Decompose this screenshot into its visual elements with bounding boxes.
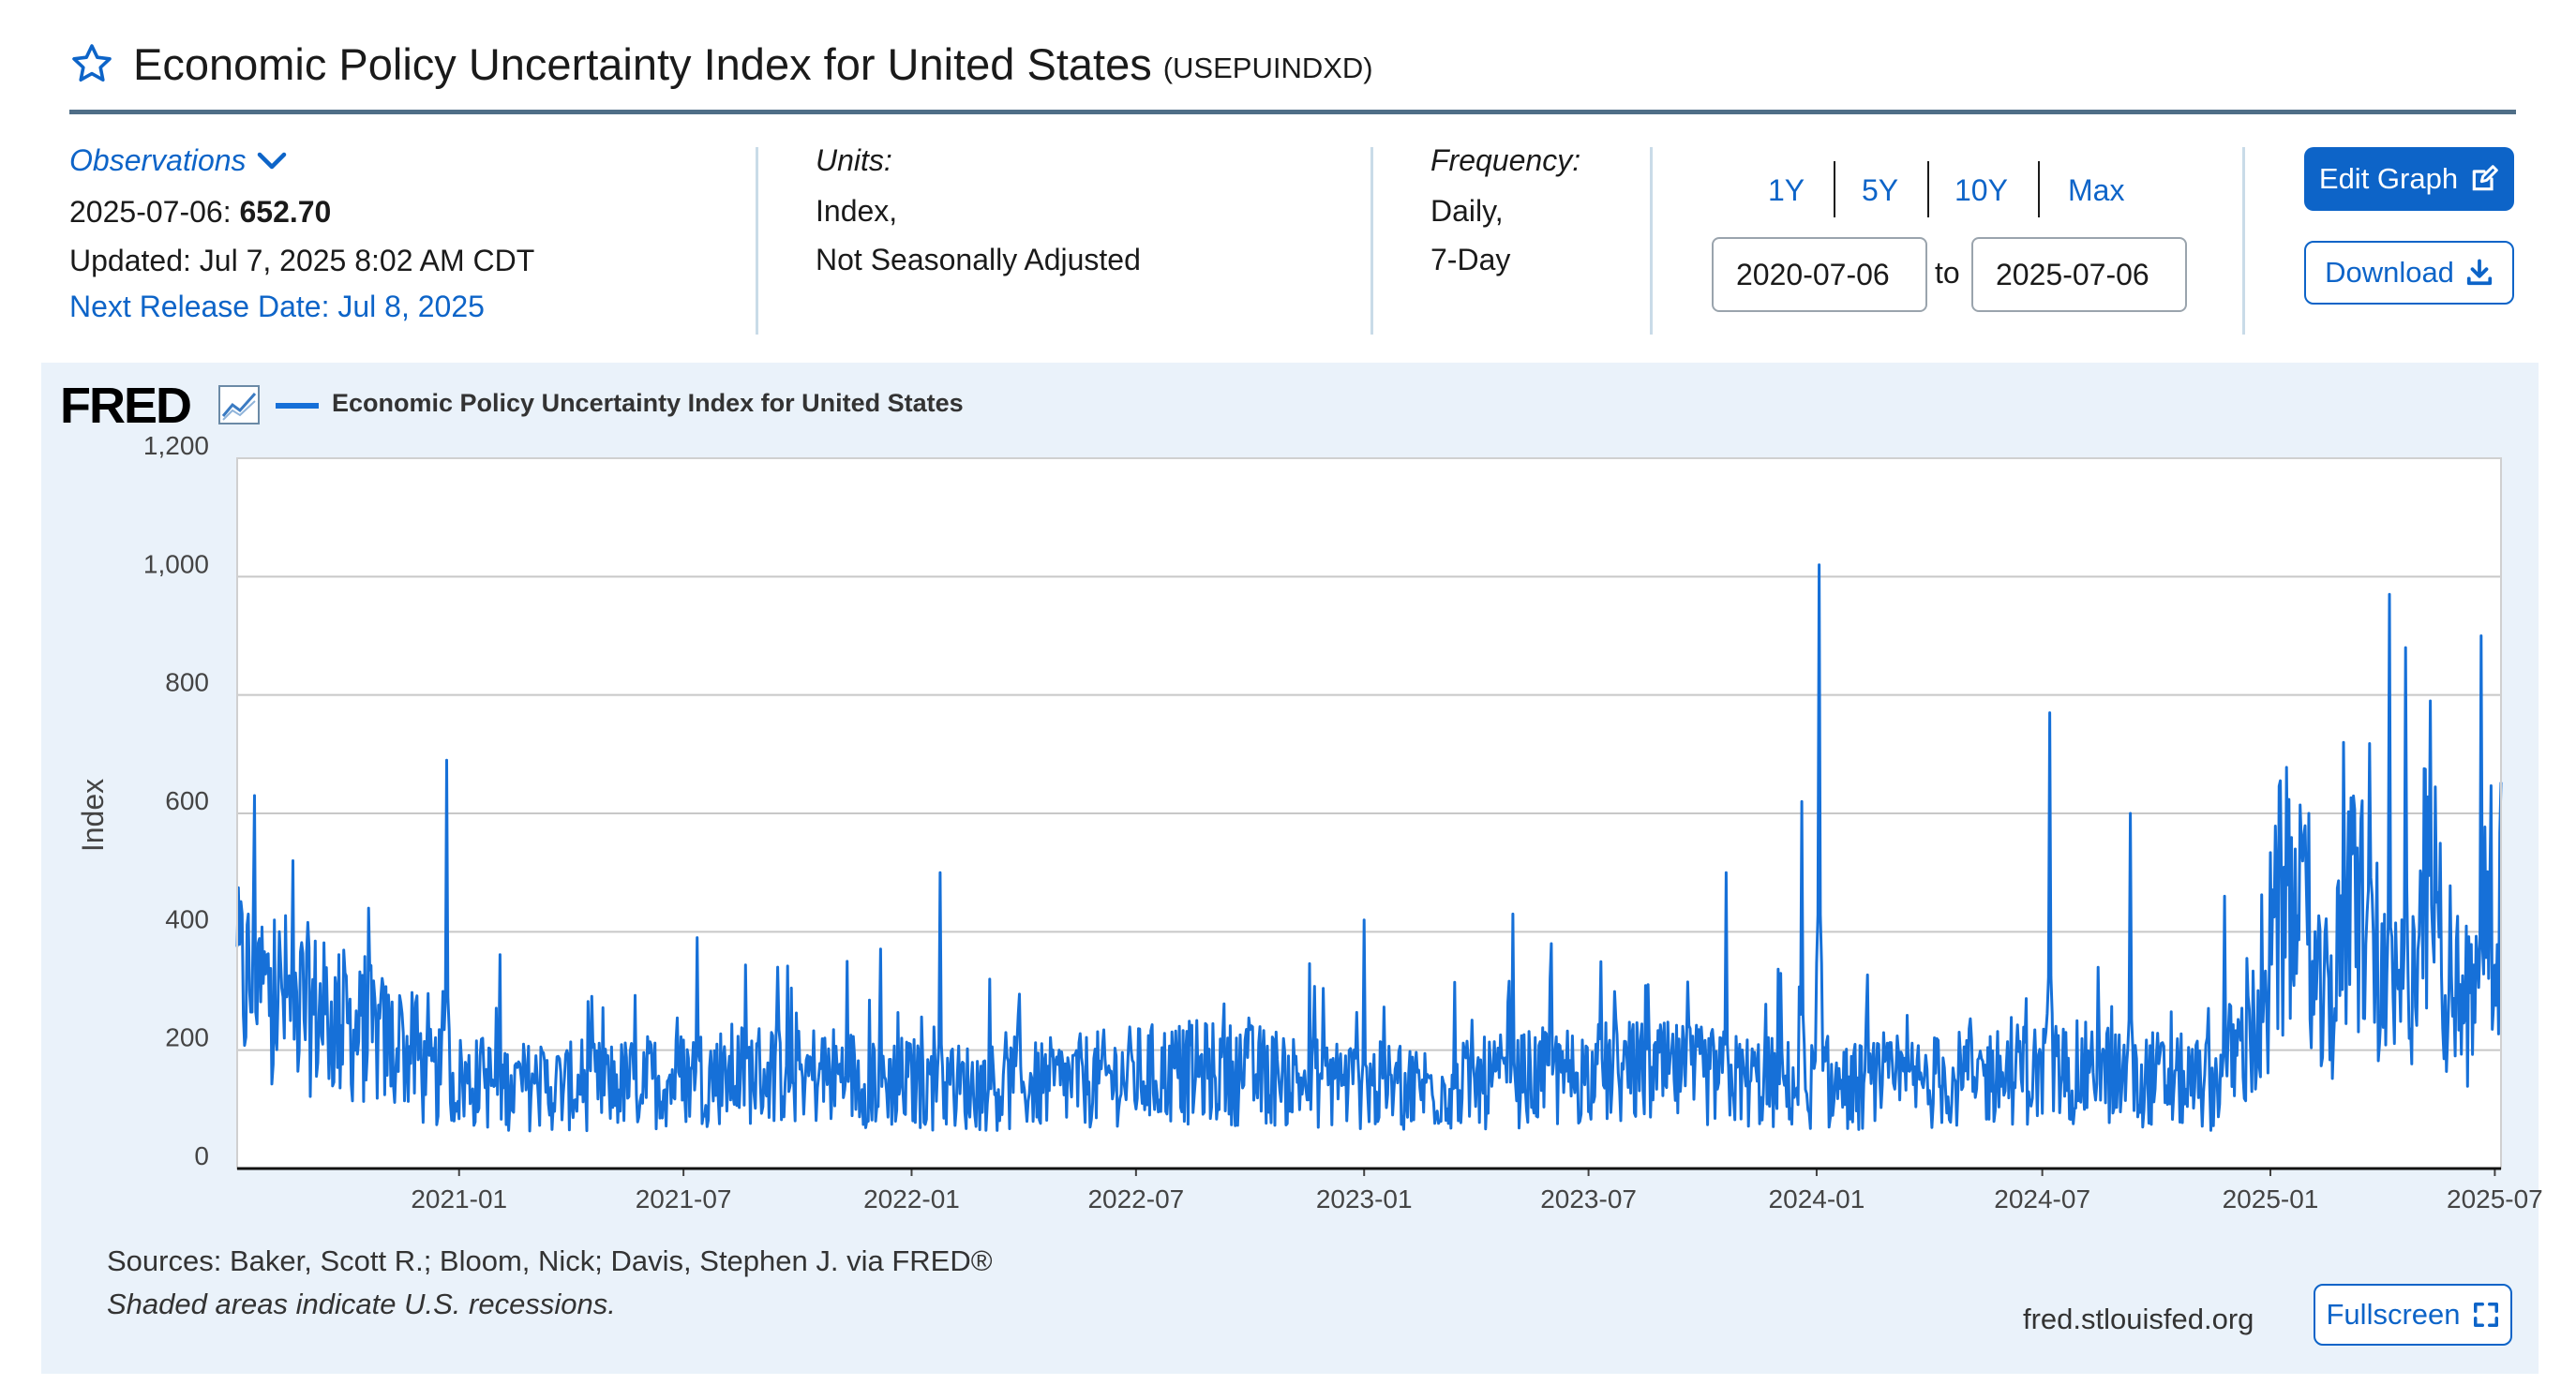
units-label: Units: [816, 143, 892, 177]
observations-label: Observations [69, 143, 247, 177]
latest-observation: 2025-07-06: 652.70 [69, 195, 331, 230]
fullscreen-button[interactable]: Fullscreen [2314, 1284, 2512, 1346]
title-divider [69, 110, 2516, 114]
column-divider [1650, 147, 1653, 335]
sources-text: Sources: Baker, Scott R.; Bloom, Nick; D… [107, 1244, 993, 1277]
legend-swatch [276, 403, 319, 409]
fred-graph-icon [218, 385, 260, 424]
range-10y-button[interactable]: 10Y [1954, 173, 2008, 207]
range-divider [2038, 161, 2040, 217]
column-divider [756, 147, 758, 335]
end-date-input[interactable] [1971, 237, 2187, 312]
observation-value: 652.70 [239, 195, 332, 229]
observations-dropdown[interactable]: Observations [69, 143, 288, 178]
recessions-note-link[interactable]: Shaded areas indicate U.S. recessions. [107, 1288, 616, 1320]
column-divider [1370, 147, 1373, 335]
frequency-line2: 7-Day [1430, 243, 1511, 276]
units-line2: Not Seasonally Adjusted [816, 243, 1141, 276]
column-divider [2242, 147, 2245, 335]
next-release-link[interactable]: Next Release Date: Jul 8, 2025 [69, 290, 485, 323]
title-row: Economic Policy Uncertainty Index for Un… [69, 36, 1373, 92]
range-divider [1927, 161, 1929, 217]
range-divider [1834, 161, 1835, 217]
download-label: Download [2325, 256, 2454, 289]
observation-separator: : [222, 195, 232, 229]
page-title: Economic Policy Uncertainty Index for Un… [133, 38, 1152, 89]
start-date-input[interactable] [1712, 237, 1927, 312]
observation-date: 2025-07-06 [69, 195, 223, 229]
star-outline-icon[interactable] [69, 41, 114, 86]
edit-icon [2472, 165, 2498, 191]
chevron-down-icon [257, 152, 286, 169]
frequency-line1: Daily, [1430, 194, 1504, 228]
edit-graph-label: Edit Graph [2318, 162, 2459, 195]
range-max-button[interactable]: Max [2068, 173, 2125, 207]
download-button[interactable]: Download [2304, 241, 2514, 305]
updated-text: Updated: Jul 7, 2025 8:02 AM CDT [69, 244, 535, 277]
fullscreen-label: Fullscreen [2326, 1298, 2461, 1331]
units-line1: Index, [816, 194, 898, 228]
site-url: fred.stlouisfed.org [2023, 1303, 2254, 1335]
range-5y-button[interactable]: 5Y [1862, 173, 1899, 207]
fred-logo: FRED [60, 378, 192, 434]
series-id: (USEPUINDXD) [1162, 52, 1373, 84]
edit-graph-button[interactable]: Edit Graph [2304, 147, 2514, 211]
chart-panel [41, 363, 2539, 1374]
fullscreen-icon [2473, 1303, 2498, 1327]
range-1y-button[interactable]: 1Y [1768, 173, 1805, 207]
download-icon [2466, 259, 2493, 286]
to-label: to [1935, 256, 1960, 290]
frequency-label: Frequency: [1430, 143, 1581, 177]
legend-label: Economic Policy Uncertainty Index for Un… [332, 389, 964, 417]
